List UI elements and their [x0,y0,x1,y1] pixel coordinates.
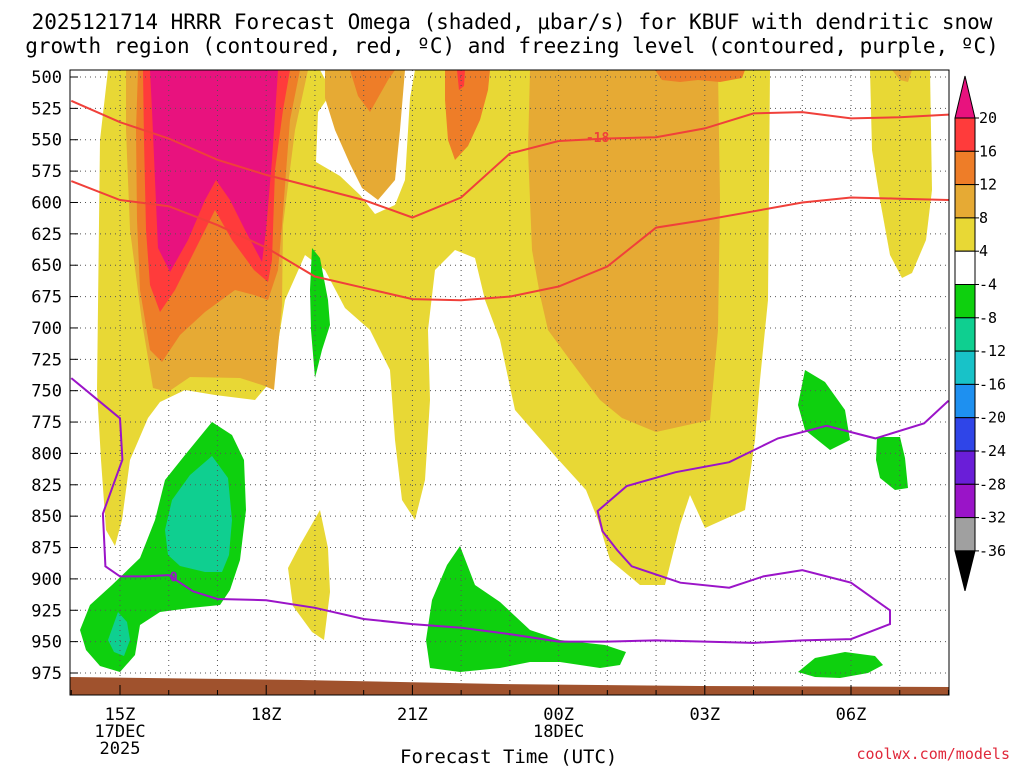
y-tick-label: 625 [31,225,62,245]
omega-region [445,70,490,160]
colorbar-label: -16 [979,375,1006,393]
y-tick-label: 500 [31,68,62,88]
omega-region [150,70,278,272]
chart-title-line2: growth region (contoured, red, ºC) and f… [25,34,999,58]
omega-region [870,70,932,278]
contour-line-0 [70,377,949,644]
omega-region [288,510,330,640]
omega-region [655,70,745,82]
colorbar-swatch [954,317,976,352]
colorbar-swatch [954,450,976,485]
x-tick-label: 15Z [105,705,136,725]
colorbar-label: 16 [979,142,997,160]
y-tick-label: 775 [31,413,62,433]
y-axis: 500 525 550 575 600 625 650 675 700 725 750 775 800 8… [31,68,78,684]
omega-region [798,370,850,450]
chart-title-line1: 2025121714 HRRR Forecast Omega (shaded, … [31,10,993,34]
y-tick-label: 750 [31,382,62,402]
omega-region [325,70,405,200]
x-tick-label: 03Z [689,705,720,725]
chart-contours [70,99,949,644]
contour-label: 0 [170,570,178,585]
y-tick-label: 725 [31,350,62,370]
y-tick-label: 875 [31,539,62,559]
credit-text: coolwx.com/models [856,745,1010,763]
colorbar-arrow-bottom [954,550,976,592]
colorbar-arrow-top [954,75,976,119]
colorbar-swatch [954,417,976,452]
y-tick-label: 650 [31,256,62,276]
colorbar-label: -32 [979,509,1006,527]
colorbar-label: -36 [979,542,1006,560]
y-tick-label: 850 [31,507,62,527]
colorbar-label: 20 [979,109,997,127]
x-tick-label: 06Z [836,705,867,725]
colorbar-swatch [954,217,976,252]
contour-line--12 [70,180,949,302]
y-tick-label: 700 [31,319,62,339]
y-tick-label: 950 [31,633,62,653]
x-tick-sublabel: 17DEC [94,722,145,742]
terrain-strip [70,677,949,695]
y-tick-label: 825 [31,476,62,496]
colorbar-label: -20 [979,409,1006,427]
contour-labels: -18 0 [170,131,610,585]
colorbar-label: 4 [979,242,988,260]
y-tick-label: 975 [31,664,62,684]
contour-label: -18 [586,131,610,146]
x-axis-title: Forecast Time (UTC) [400,746,618,768]
colorbar-label: 12 [979,176,997,194]
x-tick-sublabel: 18DEC [533,722,584,742]
y-tick-label: 800 [31,444,62,464]
y-tick-label: 550 [31,131,62,151]
colorbar: 20 16 12 8 4 -4 -8 -12 -16 -20 -24 -28 -32 -36 [954,75,1006,592]
x-tick-label: 00Z [543,705,574,725]
colorbar-label: -24 [979,442,1006,460]
omega-region [892,70,912,82]
y-tick-label: 525 [31,99,62,119]
y-tick-label: 675 [31,288,62,308]
contour-line--18 [70,99,949,219]
x-tick-sublabel: 2025 [100,739,141,759]
colorbar-swatch [954,150,976,186]
colorbar-swatch [954,383,976,419]
omega-region [876,437,908,490]
x-tick-label: 18Z [251,705,282,725]
colorbar-label: -12 [979,342,1006,360]
colorbar-swatch [954,184,976,219]
omega-region [798,652,883,678]
colorbar-label: 8 [979,209,988,227]
colorbar-label: -8 [979,309,997,327]
omega-region [350,70,395,112]
colorbar-swatch [954,284,976,319]
y-tick-label: 925 [31,601,62,621]
y-tick-label: 600 [31,193,62,213]
omega-shading [80,70,932,678]
colorbar-label: -4 [979,276,997,294]
colorbar-swatch [954,350,976,385]
y-tick-label: 900 [31,570,62,590]
y-tick-label: 575 [31,162,62,182]
omega-region [426,546,626,672]
x-tick-label: 21Z [397,705,428,725]
colorbar-swatch [954,117,976,152]
colorbar-swatch [954,483,976,519]
colorbar-swatch [954,517,976,552]
omega-region [108,612,130,656]
colorbar-label: -28 [979,475,1006,493]
omega-region [528,70,720,432]
colorbar-swatch [954,250,976,285]
